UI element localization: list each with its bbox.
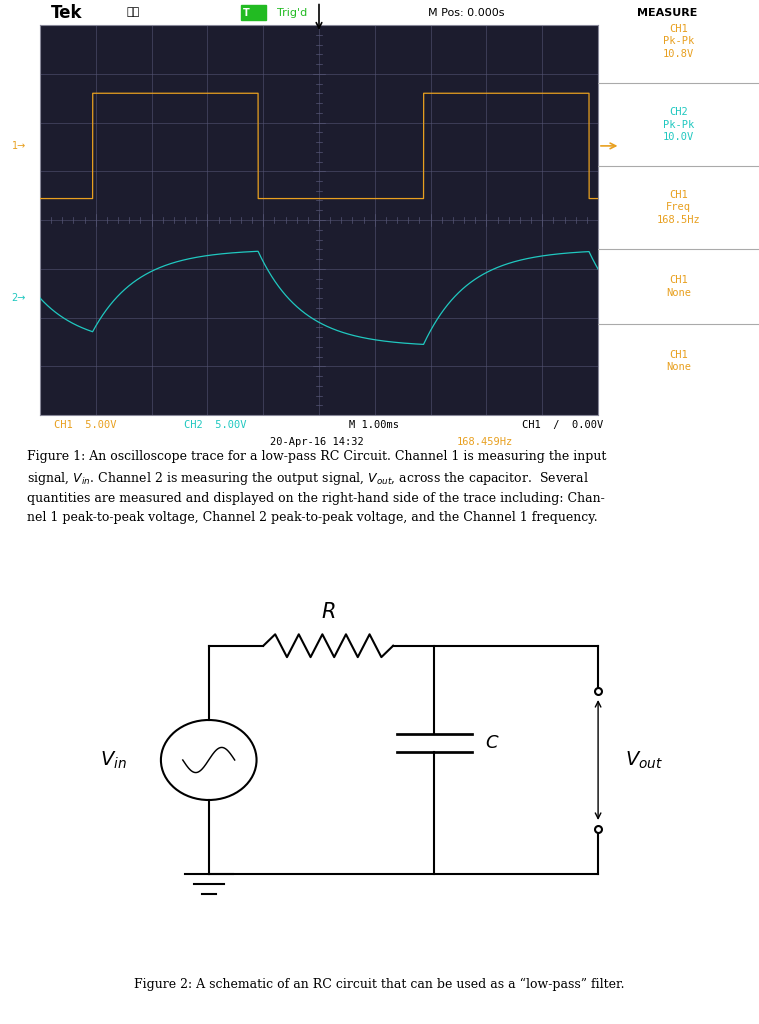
Text: T: T xyxy=(243,7,250,17)
Text: CH1  5.00V: CH1 5.00V xyxy=(55,420,117,430)
Text: Trig'd: Trig'd xyxy=(277,7,307,17)
Text: Figure 2: A schematic of an RC circuit that can be used as a “low-pass” filter.: Figure 2: A schematic of an RC circuit t… xyxy=(134,978,625,991)
Text: M Pos: 0.000s: M Pos: 0.000s xyxy=(428,7,505,17)
Text: ⍱⍱: ⍱⍱ xyxy=(126,7,140,17)
Text: 2→: 2→ xyxy=(11,293,26,303)
Text: $V_{in}$: $V_{in}$ xyxy=(99,750,127,771)
Text: CH1
None: CH1 None xyxy=(666,275,691,298)
Text: CH2
Pk-Pk
10.0V: CH2 Pk-Pk 10.0V xyxy=(663,108,694,142)
Text: CH1
Freq
168.5Hz: CH1 Freq 168.5Hz xyxy=(657,190,701,225)
Text: Figure 1: An oscilloscope trace for a low-pass RC Circuit. Channel 1 is measurin: Figure 1: An oscilloscope trace for a lo… xyxy=(27,450,606,523)
Bar xyxy=(241,5,266,20)
Text: $V_{out}$: $V_{out}$ xyxy=(625,750,663,771)
Text: 168.459Hz: 168.459Hz xyxy=(457,437,513,447)
Text: CH1  /  0.00V: CH1 / 0.00V xyxy=(521,420,603,430)
Text: $C$: $C$ xyxy=(486,734,500,752)
Text: Tek: Tek xyxy=(51,3,82,22)
Text: CH2  5.00V: CH2 5.00V xyxy=(184,420,247,430)
Text: 20-Apr-16 14:32: 20-Apr-16 14:32 xyxy=(270,437,364,447)
Text: M 1.00ms: M 1.00ms xyxy=(349,420,399,430)
Text: MEASURE: MEASURE xyxy=(637,7,698,17)
Text: CH1
Pk-Pk
10.8V: CH1 Pk-Pk 10.8V xyxy=(663,25,694,59)
Text: $R$: $R$ xyxy=(321,602,335,622)
Text: 1→: 1→ xyxy=(12,141,26,151)
Text: CH1
None: CH1 None xyxy=(666,350,691,373)
